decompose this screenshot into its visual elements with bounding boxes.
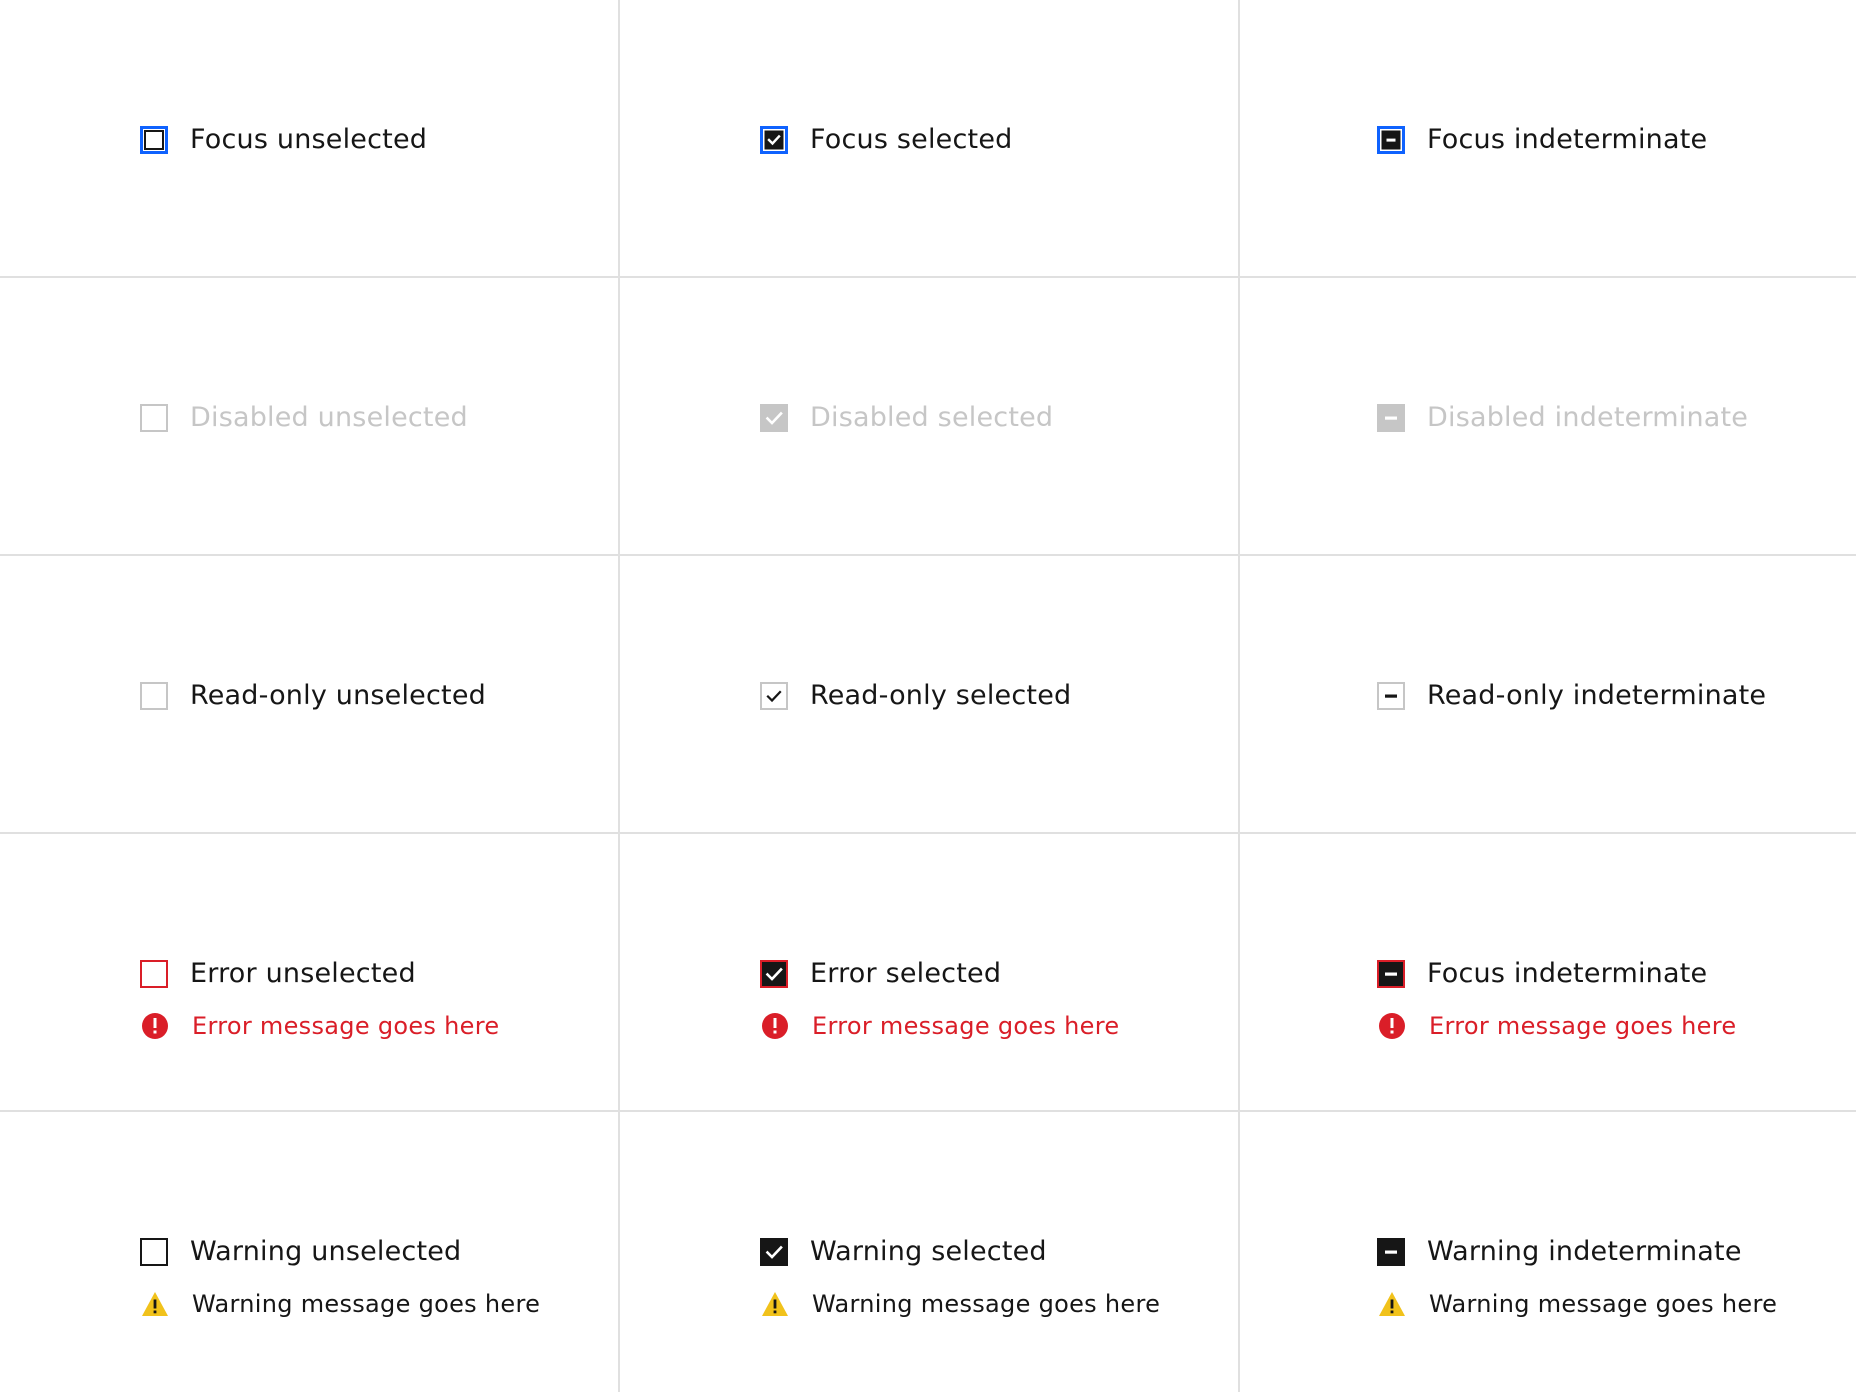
checkbox-disabled-indeterminate	[1377, 404, 1405, 432]
cell-disabled-unselected: Disabled unselected	[0, 278, 620, 556]
checkbox-disabled-unselected	[140, 404, 168, 432]
error-message: Error message goes here	[1377, 1010, 1736, 1042]
checkbox-label: Focus selected	[810, 124, 1013, 155]
warning-message-text: Warning message goes here	[812, 1290, 1161, 1318]
error-icon	[1377, 1011, 1407, 1041]
warning-icon	[760, 1289, 790, 1319]
checkbox-item[interactable]: Focus unselected	[140, 122, 427, 158]
checkbox-label: Focus indeterminate	[1427, 124, 1708, 155]
checkbox-error-indeterminate[interactable]	[1377, 960, 1405, 988]
checkbox-label: Warning unselected	[190, 1236, 462, 1267]
cell-focus-indeterminate: Focus indeterminate	[1240, 0, 1856, 278]
checkbox-item: Read-only unselected	[140, 678, 486, 714]
cell-readonly-unselected: Read-only unselected	[0, 556, 620, 834]
checkbox-error-unselected[interactable]	[140, 960, 168, 988]
checkbox-label: Warning selected	[810, 1236, 1047, 1267]
checkbox-item[interactable]: Error unselected	[140, 956, 499, 992]
checkbox-readonly-unselected	[140, 682, 168, 710]
warning-icon	[140, 1289, 170, 1319]
warning-message: Warning message goes here	[1377, 1288, 1777, 1320]
cell-error-selected: Error selected Error message goes here	[620, 834, 1240, 1112]
error-icon	[760, 1011, 790, 1041]
checkbox-item[interactable]: Focus indeterminate	[1377, 956, 1736, 992]
cell-warning-selected: Warning selected Warning message goes he…	[620, 1112, 1240, 1392]
checkbox-label: Error selected	[810, 958, 1002, 989]
error-message-text: Error message goes here	[812, 1012, 1120, 1040]
checkbox-label: Disabled indeterminate	[1427, 402, 1749, 433]
warning-icon	[1377, 1289, 1407, 1319]
warning-message-text: Warning message goes here	[1429, 1290, 1778, 1318]
checkbox-label: Read-only unselected	[190, 680, 486, 711]
warning-message-text: Warning message goes here	[192, 1290, 541, 1318]
checkbox-label: Error unselected	[190, 958, 416, 989]
checkbox-readonly-selected	[760, 682, 788, 710]
checkbox-item[interactable]: Error selected	[760, 956, 1119, 992]
checkbox-focus-unselected[interactable]	[140, 126, 168, 154]
checkbox-error-selected[interactable]	[760, 960, 788, 988]
checkbox-label: Focus indeterminate	[1427, 958, 1708, 989]
checkbox-item[interactable]: Focus indeterminate	[1377, 122, 1707, 158]
checkbox-warning-selected[interactable]	[760, 1238, 788, 1266]
checkbox-item: Read-only indeterminate	[1377, 678, 1766, 714]
cell-warning-indeterminate: Warning indeterminate Warning message go…	[1240, 1112, 1856, 1392]
warning-message: Warning message goes here	[760, 1288, 1160, 1320]
checkbox-disabled-selected	[760, 404, 788, 432]
cell-focus-unselected: Focus unselected	[0, 0, 620, 278]
checkbox-label: Read-only selected	[810, 680, 1072, 711]
checkbox-readonly-indeterminate	[1377, 682, 1405, 710]
checkbox-label: Disabled selected	[810, 402, 1054, 433]
checkbox-label: Read-only indeterminate	[1427, 680, 1767, 711]
cell-warning-unselected: Warning unselected Warning message goes …	[0, 1112, 620, 1392]
error-icon	[140, 1011, 170, 1041]
checkbox-item[interactable]: Warning unselected	[140, 1234, 540, 1270]
checkbox-label: Focus unselected	[190, 124, 428, 155]
checkbox-item: Disabled unselected	[140, 400, 468, 436]
error-message-text: Error message goes here	[192, 1012, 500, 1040]
error-message-text: Error message goes here	[1429, 1012, 1737, 1040]
error-message: Error message goes here	[140, 1010, 499, 1042]
cell-readonly-indeterminate: Read-only indeterminate	[1240, 556, 1856, 834]
checkbox-focus-indeterminate[interactable]	[1377, 126, 1405, 154]
checkbox-label: Disabled unselected	[190, 402, 468, 433]
checkbox-item: Read-only selected	[760, 678, 1071, 714]
checkbox-item[interactable]: Warning indeterminate	[1377, 1234, 1777, 1270]
cell-error-indeterminate: Focus indeterminate Error message goes h…	[1240, 834, 1856, 1112]
warning-message: Warning message goes here	[140, 1288, 540, 1320]
cell-disabled-selected: Disabled selected	[620, 278, 1240, 556]
checkbox-item[interactable]: Warning selected	[760, 1234, 1160, 1270]
cell-readonly-selected: Read-only selected	[620, 556, 1240, 834]
checkbox-warning-indeterminate[interactable]	[1377, 1238, 1405, 1266]
error-message: Error message goes here	[760, 1010, 1119, 1042]
cell-error-unselected: Error unselected Error message goes here	[0, 834, 620, 1112]
checkbox-warning-unselected[interactable]	[140, 1238, 168, 1266]
checkbox-item[interactable]: Focus selected	[760, 122, 1012, 158]
checkbox-item: Disabled selected	[760, 400, 1053, 436]
checkbox-focus-selected[interactable]	[760, 126, 788, 154]
cell-disabled-indeterminate: Disabled indeterminate	[1240, 278, 1856, 556]
checkbox-item: Disabled indeterminate	[1377, 400, 1748, 436]
checkbox-label: Warning indeterminate	[1427, 1236, 1742, 1267]
cell-focus-selected: Focus selected	[620, 0, 1240, 278]
